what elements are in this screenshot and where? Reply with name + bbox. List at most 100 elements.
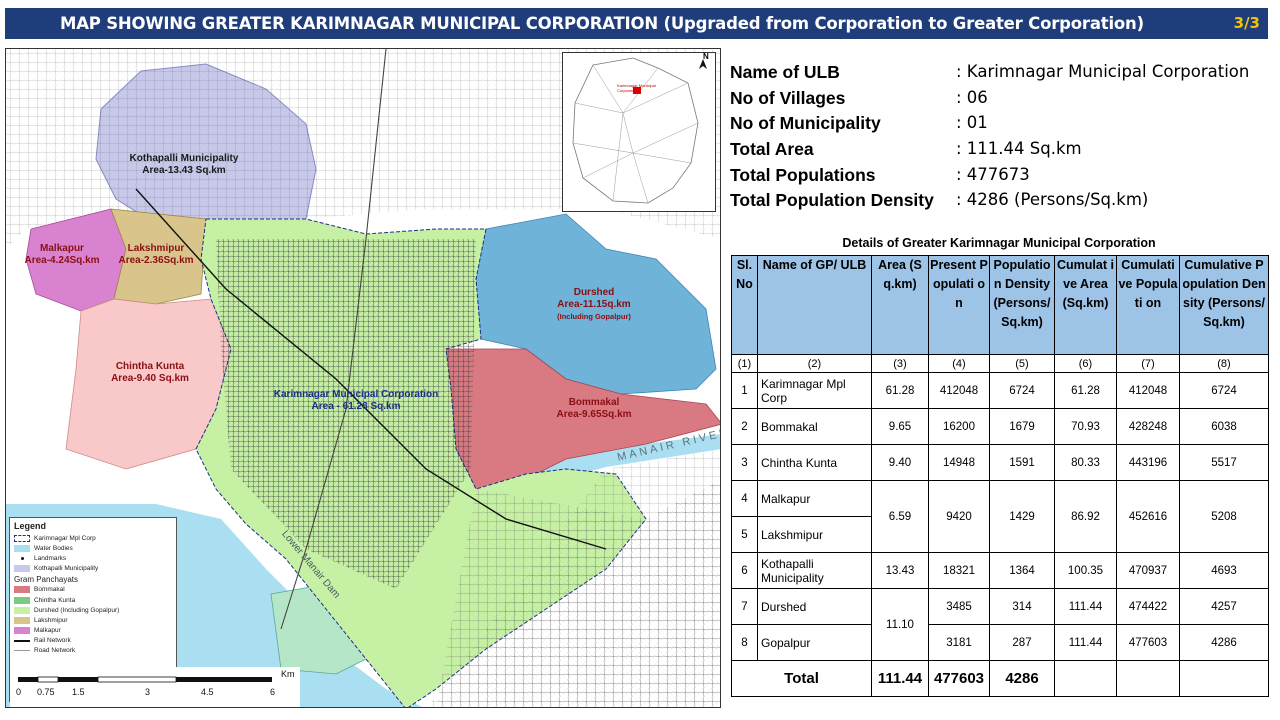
total-label: Total — [731, 660, 872, 697]
scale-tick-3: 3 — [145, 687, 151, 697]
kmc-road-network — [216, 239, 476, 589]
scale-bar-graphic — [18, 676, 272, 683]
southern-road-network — [436, 480, 720, 707]
total-density: 4286 — [989, 660, 1055, 697]
cell-density: 1364 — [989, 552, 1055, 589]
inset-map: N Karimnagar Municipal Corporation — [562, 52, 716, 212]
col-header-name: Name of GP/ ULB — [757, 255, 872, 355]
cell-area: 9.40 — [871, 444, 929, 481]
label-bommakal: Bommakal Area-9.65Sq.km — [556, 397, 632, 420]
column-number-row: (1) (2) (3) (4) (5) (6) (7) (8) — [731, 354, 1269, 373]
cell-population: 14948 — [928, 444, 990, 481]
inset-canvas — [572, 57, 707, 204]
col-number: (8) — [1179, 354, 1269, 373]
table-row: 8 Gopalpur 3181 287 111.44 477603 4286 — [731, 624, 1269, 661]
info-row-density: Total Population Density: 4286 (Persons/… — [730, 190, 1149, 211]
col-number: (5) — [989, 354, 1055, 373]
map-canvas — [6, 49, 720, 707]
scale-tick-2: 1.5 — [72, 687, 85, 697]
legend-item-malkapur: Malkapur — [14, 626, 172, 636]
legend-item-kothapalli: Kothapalli Municipality — [14, 564, 172, 574]
cell-cum-density: 5517 — [1179, 444, 1269, 481]
cell-sl: 1 — [731, 372, 758, 409]
cell-name: Durshed — [757, 588, 872, 625]
cell-area: 9.65 — [871, 408, 929, 445]
table-row: 6 Kothapalli Municipality 13.43 18321 13… — [731, 552, 1269, 589]
cell-cum-population: 428248 — [1116, 408, 1180, 445]
cell-cum-population: 477603 — [1116, 624, 1180, 661]
col-header-cum-area: Cumulat ive Area (Sq.km) — [1054, 255, 1117, 355]
label-lakshmipur: Lakshmipur Area-2.36Sq.km — [118, 243, 194, 266]
scale-tick-5: 6 — [270, 687, 276, 697]
cell-cum-density: 5208 — [1179, 480, 1269, 553]
cell-cum-population: 470937 — [1116, 552, 1180, 589]
cell-population: 9420 — [928, 480, 990, 553]
table-header-row: Sl. No Name of GP/ ULB Area (Sq.km) Pres… — [731, 255, 1269, 355]
scale-unit: Km — [281, 669, 295, 679]
page-title: MAP SHOWING GREATER KARIMNAGAR MUNICIPAL… — [60, 14, 1144, 33]
col-number: (4) — [928, 354, 990, 373]
cell-cum-density: 4286 — [1179, 624, 1269, 661]
cell-name: Chintha Kunta — [757, 444, 872, 481]
cell-cum-population: 412048 — [1116, 372, 1180, 409]
cell-density: 314 — [989, 588, 1055, 625]
total-population: 477603 — [928, 660, 990, 697]
cell-sl: 6 — [731, 552, 758, 589]
legend-item-landmarks: Landmarks — [14, 553, 172, 563]
cell-population: 412048 — [928, 372, 990, 409]
col-number: (2) — [757, 354, 872, 373]
col-header-population: Present Populati on — [928, 255, 990, 355]
cell-population: 18321 — [928, 552, 990, 589]
scale-tick-0: 0 — [16, 687, 22, 697]
cell-cum-density: 4693 — [1179, 552, 1269, 589]
total-empty-cell — [1116, 660, 1180, 697]
cell-cum-area: 70.93 — [1054, 408, 1117, 445]
legend-item-rail: Rail Network — [14, 636, 172, 646]
legend-item-durshed: Durshed (Including Gopalpur) — [14, 605, 172, 615]
ulb-summary: Name of ULB: Karimnagar Municipal Corpor… — [730, 62, 1270, 216]
cell-name: Kothapalli Municipality — [757, 552, 872, 589]
cell-sl: 4 — [731, 480, 758, 517]
cell-area: 61.28 — [871, 372, 929, 409]
cell-cum-area: 61.28 — [1054, 372, 1117, 409]
main-road — [280, 49, 387, 630]
cell-population: 3181 — [928, 624, 990, 661]
cell-name: Gopalpur — [757, 624, 872, 661]
cell-density: 1591 — [989, 444, 1055, 481]
info-row-villages: No of Villages: 06 — [730, 87, 988, 108]
cell-area: 6.59 — [871, 480, 929, 553]
col-number: (6) — [1054, 354, 1117, 373]
cell-population: 16200 — [928, 408, 990, 445]
info-row-name: Name of ULB: Karimnagar Municipal Corpor… — [730, 62, 1250, 82]
rail-line — [135, 188, 607, 550]
col-header-sl: Sl. No — [731, 255, 758, 355]
cell-area: 13.43 — [871, 552, 929, 589]
col-number: (7) — [1116, 354, 1180, 373]
table-total-row: Total 111.44 477603 4286 — [731, 660, 1269, 697]
cell-sl: 7 — [731, 588, 758, 625]
cell-population: 3485 — [928, 588, 990, 625]
cell-name: Bommakal — [757, 408, 872, 445]
legend-title: Legend — [14, 521, 47, 531]
cell-cum-area: 100.35 — [1054, 552, 1117, 589]
legend-item-road: Road Network — [14, 646, 172, 656]
cell-cum-population: 443196 — [1116, 444, 1180, 481]
col-header-cum-population: Cumulati ve Populati on — [1116, 255, 1180, 355]
cell-cum-area: 86.92 — [1054, 480, 1117, 553]
cell-name: Lakshmipur — [757, 516, 872, 553]
table-row: 4 Malkapur 6.59 9420 1429 86.92 452616 5… — [731, 480, 1269, 553]
scale-tick-1: 0.75 — [37, 687, 55, 697]
cell-density: 6724 — [989, 372, 1055, 409]
cell-density: 1429 — [989, 480, 1055, 553]
info-row-area: Total Area: 111.44 Sq.km — [730, 139, 1082, 160]
cell-cum-density: 6724 — [1179, 372, 1269, 409]
table-row: 1 Karimnagar Mpl Corp 61.28 412048 6724 … — [731, 372, 1269, 409]
cell-cum-area: 111.44 — [1054, 624, 1117, 661]
cell-density: 287 — [989, 624, 1055, 661]
legend-item-water: Water Bodies — [14, 543, 172, 553]
legend-item-chinthakunta: Chintha Kunta — [14, 595, 172, 605]
cell-name: Karimnagar Mpl Corp — [757, 372, 872, 409]
cell-cum-area: 80.33 — [1054, 444, 1117, 481]
col-header-density: Populatio n Density (Persons/ Sq.km) — [989, 255, 1055, 355]
legend-item-bommakal: Bommakal — [14, 585, 172, 595]
